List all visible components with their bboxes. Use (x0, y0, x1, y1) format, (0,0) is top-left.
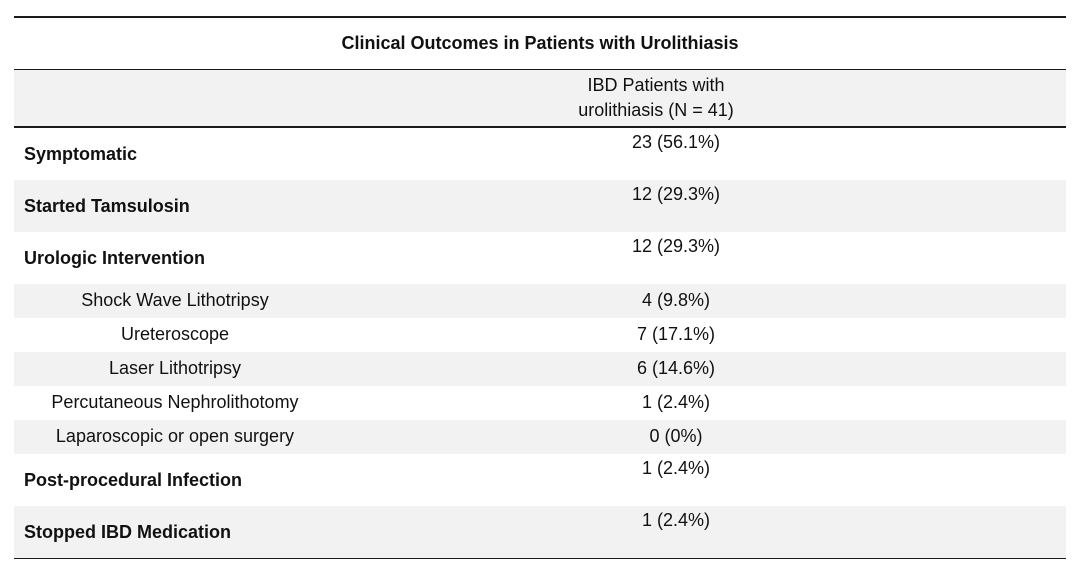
table-row: Started Tamsulosin 12 (29.3%) (14, 179, 1066, 232)
row-label: Urologic Intervention (24, 247, 206, 268)
row-label: Started Tamsulosin (24, 195, 190, 216)
row-value: 1 (2.4%) (641, 391, 711, 412)
row-label: Post-procedural Infection (24, 469, 243, 490)
table-row: Laparoscopic or open surgery 0 (0%) (14, 419, 1066, 454)
row-value: 1 (2.4%) (641, 457, 711, 478)
row-value: 4 (9.8%) (641, 289, 711, 310)
row-value: 12 (29.3%) (631, 183, 721, 204)
header-line-1: IBD Patients with (587, 75, 725, 95)
row-value: 23 (56.1%) (631, 131, 721, 152)
header-label-cell (14, 70, 294, 126)
row-label: Shock Wave Lithotripsy (81, 289, 269, 310)
outcomes-table: Clinical Outcomes in Patients with Uroli… (14, 16, 1066, 559)
table-row: Urologic Intervention 12 (29.3%) (14, 232, 1066, 284)
table-row: Ureteroscope 7 (17.1%) (14, 318, 1066, 352)
table-row: Post-procedural Infection 1 (2.4%) (14, 454, 1066, 506)
row-label: Percutaneous Nephrolithotomy (51, 391, 299, 412)
row-label: Symptomatic (24, 143, 138, 164)
table-row: Shock Wave Lithotripsy 4 (9.8%) (14, 283, 1066, 318)
header-rule (14, 126, 1066, 128)
row-value: 7 (17.1%) (636, 323, 716, 344)
bottom-rule (14, 557, 1066, 559)
row-label: Ureteroscope (120, 323, 230, 344)
table-row: Laser Lithotripsy 6 (14.6%) (14, 351, 1066, 386)
table-row: Percutaneous Nephrolithotomy 1 (2.4%) (14, 386, 1066, 420)
top-rule (14, 16, 1066, 18)
header-group-cell: IBD Patients with urolithiasis (N = 41) (294, 70, 1018, 126)
header-line-2: urolithiasis (N = 41) (578, 100, 734, 120)
row-value: 0 (0%) (649, 425, 703, 446)
table-header: IBD Patients with urolithiasis (N = 41) (14, 70, 1066, 126)
row-value: 1 (2.4%) (641, 509, 711, 530)
table-row: Symptomatic 23 (56.1%) (14, 128, 1066, 180)
table-row: Stopped IBD Medication 1 (2.4%) (14, 505, 1066, 558)
row-label: Laser Lithotripsy (108, 357, 242, 378)
row-label: Stopped IBD Medication (24, 521, 231, 542)
row-label: Laparoscopic or open surgery (55, 425, 295, 446)
table-title: Clinical Outcomes in Patients with Uroli… (341, 32, 739, 53)
title-rule (14, 68, 1066, 70)
row-value: 6 (14.6%) (636, 357, 716, 378)
row-value: 12 (29.3%) (631, 235, 721, 256)
